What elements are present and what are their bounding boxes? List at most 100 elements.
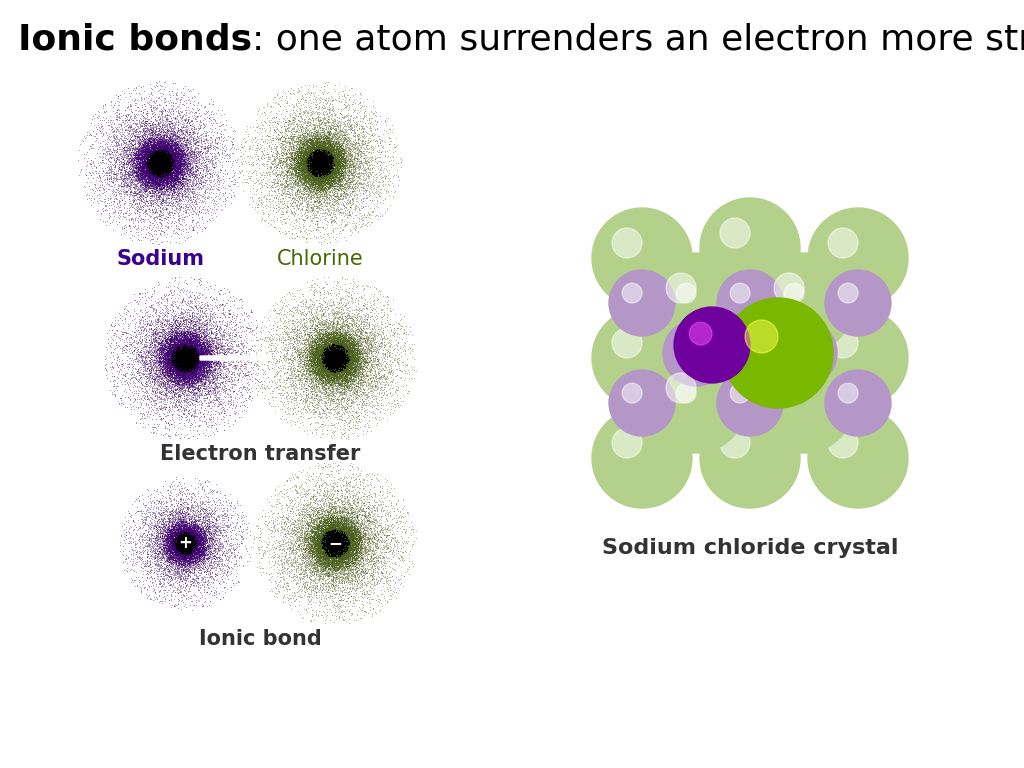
Point bbox=[361, 493, 378, 505]
Point bbox=[309, 152, 326, 164]
Point bbox=[176, 539, 193, 551]
Point bbox=[308, 154, 325, 167]
Point bbox=[179, 356, 196, 368]
Point bbox=[167, 372, 183, 385]
Point bbox=[330, 358, 346, 370]
Point bbox=[323, 355, 339, 367]
Point bbox=[170, 538, 186, 551]
Point bbox=[319, 541, 336, 553]
Point bbox=[181, 533, 198, 545]
Point bbox=[327, 537, 343, 549]
Point bbox=[177, 352, 194, 364]
Point bbox=[343, 350, 359, 362]
Point bbox=[329, 535, 345, 548]
Point bbox=[326, 152, 342, 164]
Point bbox=[317, 150, 334, 162]
Point bbox=[153, 158, 169, 170]
Point bbox=[148, 144, 165, 157]
Point bbox=[328, 545, 344, 557]
Point bbox=[144, 149, 161, 161]
Point bbox=[290, 339, 306, 351]
Point bbox=[307, 159, 324, 171]
Point bbox=[178, 358, 195, 370]
Point bbox=[139, 161, 156, 174]
Point bbox=[316, 149, 333, 161]
Point bbox=[311, 149, 328, 161]
Point bbox=[281, 147, 297, 159]
Point bbox=[140, 146, 157, 158]
Point bbox=[312, 161, 329, 173]
Point bbox=[325, 522, 341, 535]
Point bbox=[339, 492, 355, 505]
Point bbox=[321, 535, 337, 547]
Point bbox=[323, 531, 339, 544]
Point bbox=[177, 532, 194, 545]
Point bbox=[155, 156, 171, 168]
Point bbox=[321, 146, 337, 158]
Point bbox=[142, 145, 159, 157]
Point bbox=[182, 560, 199, 572]
Point bbox=[327, 350, 343, 362]
Point bbox=[328, 538, 344, 551]
Point bbox=[317, 554, 334, 566]
Point bbox=[181, 538, 198, 550]
Point bbox=[154, 157, 170, 170]
Point bbox=[133, 172, 150, 184]
Point bbox=[179, 348, 196, 360]
Point bbox=[324, 154, 340, 166]
Point bbox=[299, 154, 315, 167]
Point bbox=[182, 527, 199, 539]
Point bbox=[184, 532, 201, 545]
Point bbox=[183, 353, 200, 366]
Point bbox=[160, 354, 176, 366]
Point bbox=[319, 161, 336, 174]
Point bbox=[315, 155, 332, 167]
Point bbox=[145, 155, 162, 167]
Point bbox=[373, 351, 389, 363]
Point bbox=[137, 160, 154, 172]
Point bbox=[160, 584, 176, 597]
Point bbox=[330, 539, 346, 551]
Point bbox=[329, 536, 345, 548]
Point bbox=[172, 536, 188, 548]
Point bbox=[148, 157, 165, 170]
Point bbox=[314, 158, 331, 170]
Point bbox=[350, 354, 367, 366]
Point bbox=[172, 528, 188, 540]
Point bbox=[330, 532, 346, 545]
Point bbox=[305, 170, 322, 182]
Point bbox=[334, 535, 350, 547]
Point bbox=[178, 351, 195, 363]
Point bbox=[327, 160, 343, 172]
Point bbox=[308, 352, 325, 364]
Point bbox=[142, 323, 159, 336]
Point bbox=[102, 158, 119, 170]
Point bbox=[164, 143, 180, 155]
Point bbox=[331, 346, 347, 359]
Point bbox=[147, 162, 164, 174]
Point bbox=[178, 347, 195, 359]
Point bbox=[312, 157, 329, 170]
Point bbox=[368, 515, 384, 527]
Point bbox=[292, 559, 308, 571]
Point bbox=[171, 541, 187, 553]
Point bbox=[330, 533, 346, 545]
Point bbox=[310, 531, 327, 544]
Point bbox=[309, 162, 326, 174]
Point bbox=[175, 356, 191, 369]
Point bbox=[340, 368, 356, 380]
Point bbox=[323, 351, 339, 363]
Point bbox=[325, 196, 341, 208]
Point bbox=[327, 350, 343, 362]
Point bbox=[153, 337, 169, 349]
Point bbox=[307, 157, 324, 169]
Point bbox=[183, 533, 200, 545]
Point bbox=[181, 534, 198, 546]
Point bbox=[334, 540, 350, 552]
Point bbox=[145, 158, 162, 170]
Point bbox=[166, 330, 182, 343]
Point bbox=[175, 538, 191, 551]
Point bbox=[331, 364, 347, 376]
Point bbox=[319, 171, 336, 184]
Point bbox=[319, 164, 336, 176]
